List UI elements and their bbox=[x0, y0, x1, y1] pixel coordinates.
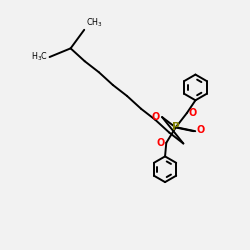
Text: O: O bbox=[152, 112, 160, 122]
Text: CH$_3$: CH$_3$ bbox=[86, 16, 102, 29]
Text: P: P bbox=[172, 122, 179, 132]
Text: O: O bbox=[188, 108, 196, 118]
Text: O: O bbox=[196, 125, 205, 135]
Text: H$_3$C: H$_3$C bbox=[31, 51, 48, 63]
Text: O: O bbox=[156, 138, 164, 148]
